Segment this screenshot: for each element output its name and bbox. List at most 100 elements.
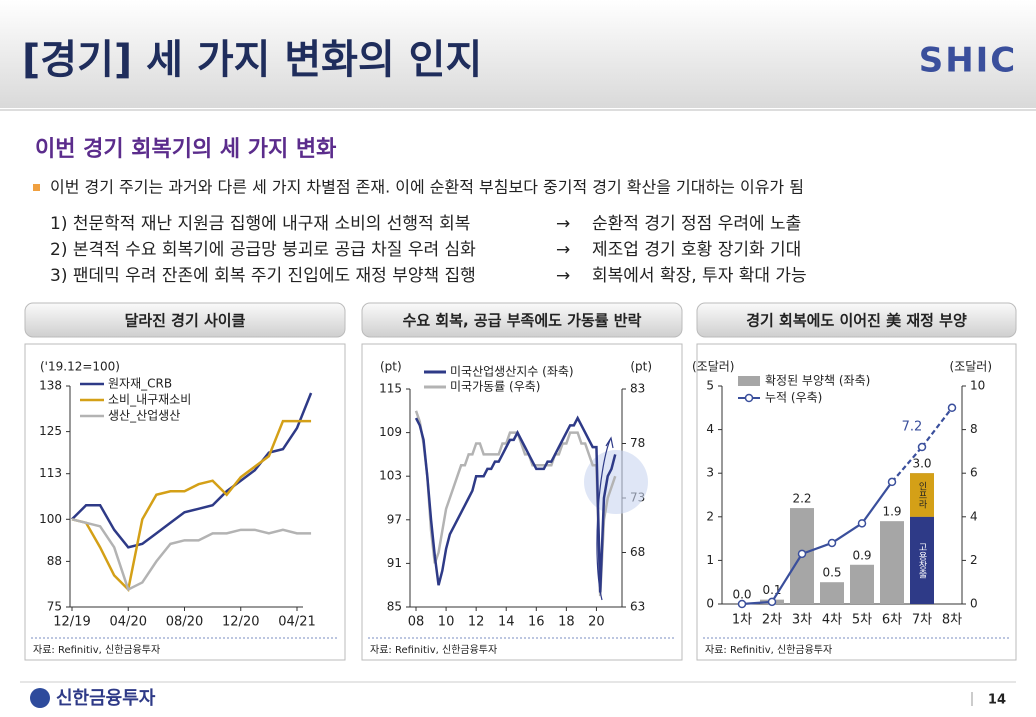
y-tick-label: 85	[387, 600, 402, 614]
footer-company: 신한금융투자	[56, 688, 156, 709]
legend-label: 미국산업생산지수 (좌축)	[450, 365, 574, 379]
y-tick-label: 100	[39, 512, 62, 526]
item-arrow: →	[556, 214, 570, 234]
legend-label: 생산_산업생산	[108, 409, 180, 423]
panel-header	[696, 302, 1017, 338]
arrow	[596, 439, 611, 601]
legend-label: 소비_내구재소비	[108, 393, 191, 407]
y2-tick-label: 8	[970, 422, 978, 436]
y-tick-label: 88	[47, 554, 62, 568]
x-tick-label: 18	[558, 615, 575, 630]
stack-segment	[910, 473, 934, 517]
bar-value-label: 0.5	[822, 566, 841, 580]
line-marker	[947, 403, 957, 413]
line-marker	[737, 599, 747, 609]
panel-header	[24, 302, 346, 338]
line-segment	[801, 541, 833, 555]
x-tick-label: 10	[438, 615, 455, 630]
item-right: 순환적 경기 정점 우려에 노출	[592, 214, 801, 234]
line-marker	[887, 477, 897, 487]
bar-value-label: 0.0	[732, 588, 751, 602]
y-tick-label: 91	[387, 556, 402, 570]
x-tick-label: 12	[468, 615, 485, 630]
y-tick-label: 115	[379, 382, 402, 396]
y-tick-label: 5	[706, 379, 714, 393]
logo: SHIC	[919, 41, 1018, 81]
y-unit: (조달러)	[692, 360, 734, 374]
y-tick-label: 1	[706, 553, 714, 567]
panel-title: 경기 회복에도 이어진 美 재정 부양	[746, 312, 967, 330]
y-tick-label: 103	[379, 469, 402, 483]
legend-label: 확정된 부양책 (좌축)	[765, 373, 870, 388]
y2-tick-label: 4	[970, 509, 978, 523]
panel-title: 수요 회복, 공급 부족에도 가동률 반락	[403, 312, 642, 330]
legend-swatch	[738, 376, 760, 386]
line-marker	[767, 597, 777, 607]
x-tick-label: 14	[498, 615, 515, 630]
y-tick-label: 2	[706, 509, 714, 523]
header-bg	[0, 0, 1036, 108]
bar	[850, 564, 874, 604]
x-tick-label: 8차	[942, 613, 962, 628]
series-line	[71, 518, 312, 592]
x-tick-label: 7차	[912, 613, 932, 628]
y2-tick-label: 2	[970, 553, 978, 567]
legend-label: 미국가동률 (우축)	[450, 380, 540, 394]
x-tick-label: 16	[528, 615, 545, 630]
bar-value-label: 2.2	[792, 492, 811, 506]
item-left: 1) 천문학적 재난 지원금 집행에 내구재 소비의 선행적 회복	[50, 214, 470, 234]
line-segment	[831, 522, 863, 544]
y-unit: ('19.12=100)	[40, 360, 120, 374]
x-tick-label: 3차	[792, 613, 812, 628]
y-tick-label: 113	[39, 466, 62, 480]
legend-label: 누적 (우축)	[765, 391, 822, 405]
legend-label: 원자재_CRB	[108, 377, 172, 391]
item-arrow: →	[556, 240, 570, 260]
line-segment	[741, 600, 773, 606]
bar	[880, 521, 904, 604]
line-marker	[917, 442, 927, 452]
item-left: 3) 팬데믹 우려 잔존에 회복 주기 진입에도 재정 부양책 집행	[50, 266, 476, 286]
y2-unit: (pt)	[630, 360, 652, 374]
bullet-text: 이번 경기 주기는 과거와 다른 세 가지 차별점 존재. 이에 순환적 부침보…	[50, 178, 804, 197]
x-tick-label: 6차	[882, 613, 902, 628]
y-unit: (pt)	[380, 360, 402, 374]
y2-tick-label: 68	[630, 545, 645, 559]
item-right: 제조업 경기 호황 장기화 기대	[592, 240, 801, 260]
item-arrow: →	[556, 266, 570, 286]
y2-tick-label: 63	[630, 600, 645, 614]
x-tick-label: 04/20	[110, 615, 147, 630]
source: 자료: Refinitiv, 신한금융투자	[705, 644, 832, 656]
bar-value-label: 3.0	[912, 457, 931, 471]
x-tick-label: 5차	[852, 613, 872, 628]
y2-unit: (조달러)	[950, 360, 992, 374]
item-left: 2) 본격적 수요 회복기에 공급망 붕괴로 공급 차질 우려 심화	[50, 240, 476, 260]
x-tick-label: 20	[588, 615, 605, 630]
line-marker	[827, 538, 837, 548]
item-right: 회복에서 확장, 투자 확대 가능	[592, 266, 807, 286]
y-tick-label: 138	[39, 379, 62, 393]
panel-body	[24, 343, 346, 661]
panel-title: 달라진 경기 사이클	[125, 312, 246, 330]
page-number: 14	[988, 693, 1006, 708]
y-tick-label: 75	[47, 600, 62, 614]
arrow-head	[605, 436, 614, 449]
x-tick-label: 4차	[822, 613, 842, 628]
footer-logo-icon	[30, 688, 50, 708]
y2-tick-label: 10	[970, 379, 985, 393]
bar-value-label: 1.9	[882, 505, 901, 519]
y2-tick-label: 0	[970, 597, 978, 611]
y-tick-label: 109	[379, 425, 402, 439]
section-title: 이번 경기 회복기의 세 가지 변화	[35, 137, 336, 162]
items: 1) 천문학적 재난 지원금 집행에 내구재 소비의 선행적 회복 → 순환적 …	[50, 214, 807, 286]
x-tick-label: 12/20	[222, 615, 259, 630]
x-tick-label: 08/20	[166, 615, 203, 630]
legend-marker	[744, 393, 754, 403]
x-tick-label: 1차	[732, 613, 752, 628]
y2-tick-label: 6	[970, 466, 978, 480]
source: 자료: Refinitiv, 신한금융투자	[33, 644, 160, 656]
x-tick-label: 2차	[762, 613, 782, 628]
stack-label: 인프라	[917, 481, 927, 509]
